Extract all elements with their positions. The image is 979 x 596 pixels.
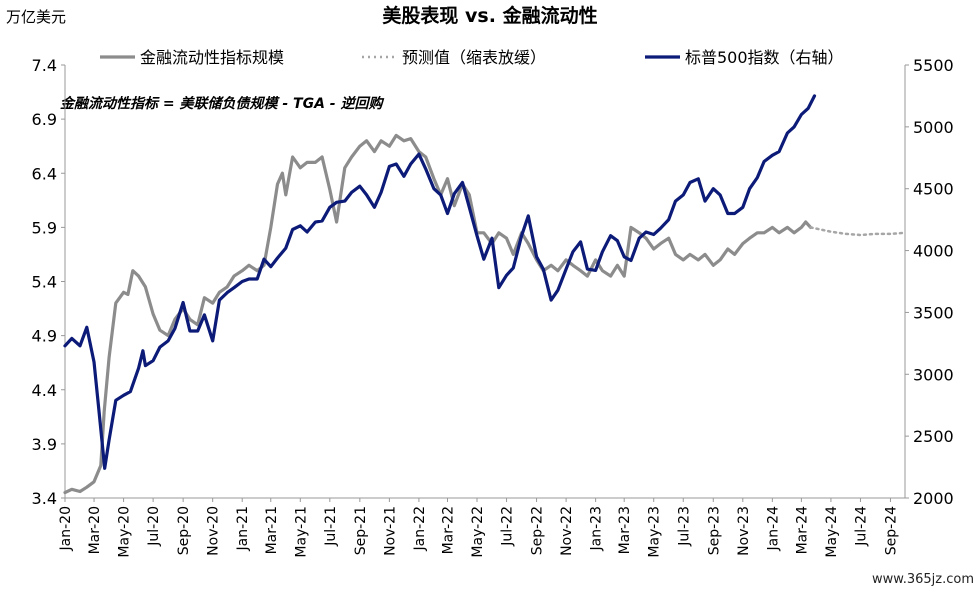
y-left-tick-label: 3.9 xyxy=(32,435,57,454)
x-tick-label: Nov-20 xyxy=(206,506,222,556)
y-left-tick-label: 4.4 xyxy=(32,381,57,400)
legend-label-2: 标普500指数（右轴） xyxy=(685,48,844,67)
series-line-1 xyxy=(809,226,907,237)
x-tick-label: Nov-23 xyxy=(736,506,752,556)
chart-title: 美股表现 vs. 金融流动性 xyxy=(382,4,597,27)
y-right-tick-label: 3500 xyxy=(913,303,954,322)
y-right-tick-label: 4000 xyxy=(913,242,954,261)
x-tick-label: Jan-22 xyxy=(412,506,428,551)
y-left-tick-label: 3.4 xyxy=(32,489,57,508)
legend-label-0: 金融流动性指标规模 xyxy=(140,48,284,67)
x-tick-label: Mar-23 xyxy=(617,506,633,554)
y-right-tick-label: 4500 xyxy=(913,180,954,199)
x-tick-label: Jul-20 xyxy=(146,506,162,547)
x-tick-label: Sep-22 xyxy=(530,506,546,555)
x-tick-label: Sep-24 xyxy=(883,506,899,555)
x-tick-label: Mar-21 xyxy=(264,506,280,554)
x-tick-label: Nov-22 xyxy=(559,506,575,556)
formula-annotation: 金融流动性指标 = 美联储负债规模 - TGA - 逆回购 xyxy=(60,95,384,112)
y-right-tick-label: 2000 xyxy=(913,489,954,508)
x-tick-label: Jul-22 xyxy=(500,506,516,547)
x-tick-label: Nov-21 xyxy=(382,506,398,556)
watermark: www.365jz.com xyxy=(872,572,974,587)
x-tick-label: Jan-23 xyxy=(589,506,605,551)
y-left-tick-label: 6.9 xyxy=(32,110,57,129)
x-tick-label: Sep-23 xyxy=(706,506,722,555)
x-tick-label: Mar-24 xyxy=(794,506,810,554)
y-left-tick-label: 7.4 xyxy=(32,56,57,75)
y-right-tick-label: 5500 xyxy=(913,56,954,75)
y-left-tick-label: 4.9 xyxy=(32,327,57,346)
series-line-2 xyxy=(63,94,817,470)
y-left-tick-label: 5.9 xyxy=(32,218,57,237)
y-right-tick-label: 3000 xyxy=(913,365,954,384)
x-tick-label: Jan-20 xyxy=(58,506,74,551)
x-tick-label: Sep-20 xyxy=(176,506,192,555)
x-tick-label: Sep-21 xyxy=(353,506,369,555)
x-tick-label: Jan-21 xyxy=(235,506,251,551)
x-tick-label: Jan-24 xyxy=(765,506,781,552)
plot-lines xyxy=(63,94,907,495)
y-left-tick-label: 6.4 xyxy=(32,164,57,183)
legend-label-1: 预测值（缩表放缓） xyxy=(402,48,546,67)
x-tick-label: May-23 xyxy=(647,506,663,558)
x-tick-label: Jul-23 xyxy=(676,506,692,547)
x-tick-label: Jul-21 xyxy=(323,506,339,547)
y-left-tick-label: 5.4 xyxy=(32,273,57,292)
x-axis-tick-labels: Jan-20 Mar-20 May-20 Jul-20 Sep-20 Nov-20 Jan-… xyxy=(58,498,899,558)
x-tick-label: Mar-20 xyxy=(87,506,103,554)
y-right-tick-label: 5000 xyxy=(913,118,954,137)
x-tick-label: May-24 xyxy=(824,506,840,558)
legend: 金融流动性指标规模 预测值（缩表放缓） 标普500指数（右轴） xyxy=(100,48,844,67)
x-tick-label: Mar-22 xyxy=(440,506,456,554)
y-right-tick-label: 2500 xyxy=(913,427,954,446)
axes: 3.4 3.9 4.4 4.9 5.4 5.9 6.4 6.9 7.4 2000 2500 3000 3… xyxy=(32,56,954,508)
x-tick-label: May-21 xyxy=(293,506,309,558)
x-tick-label: Jul-24 xyxy=(853,506,869,547)
x-tick-label: May-22 xyxy=(470,506,486,558)
x-tick-label: May-20 xyxy=(117,506,133,558)
y-unit-label: 万亿美元 xyxy=(6,8,66,26)
